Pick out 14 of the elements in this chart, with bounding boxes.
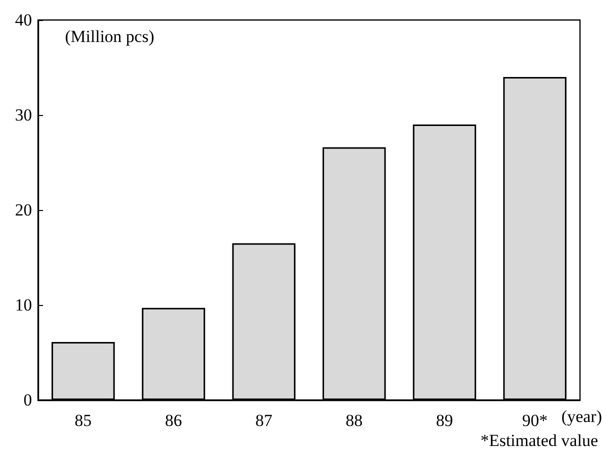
x-tick-label: 85 bbox=[74, 411, 92, 430]
y-tick-label: 0 bbox=[24, 390, 32, 410]
y-tick-label: 40 bbox=[15, 10, 32, 30]
y-tick-label: 10 bbox=[15, 296, 32, 314]
y-tick-label: 20 bbox=[15, 200, 32, 220]
x-tick-label: 87 bbox=[255, 411, 273, 430]
x-tick-label: 90* bbox=[522, 411, 548, 430]
y-tick-label: 30 bbox=[15, 106, 32, 124]
x-tick-label: 88 bbox=[346, 411, 363, 430]
x-axis-title: (year) bbox=[561, 407, 602, 426]
x-tick-label: 86 bbox=[165, 411, 182, 430]
y-axis-title: (Million pcs) bbox=[65, 27, 154, 46]
x-tick-label: 89 bbox=[436, 411, 453, 430]
text: *Estimated value bbox=[480, 431, 598, 450]
